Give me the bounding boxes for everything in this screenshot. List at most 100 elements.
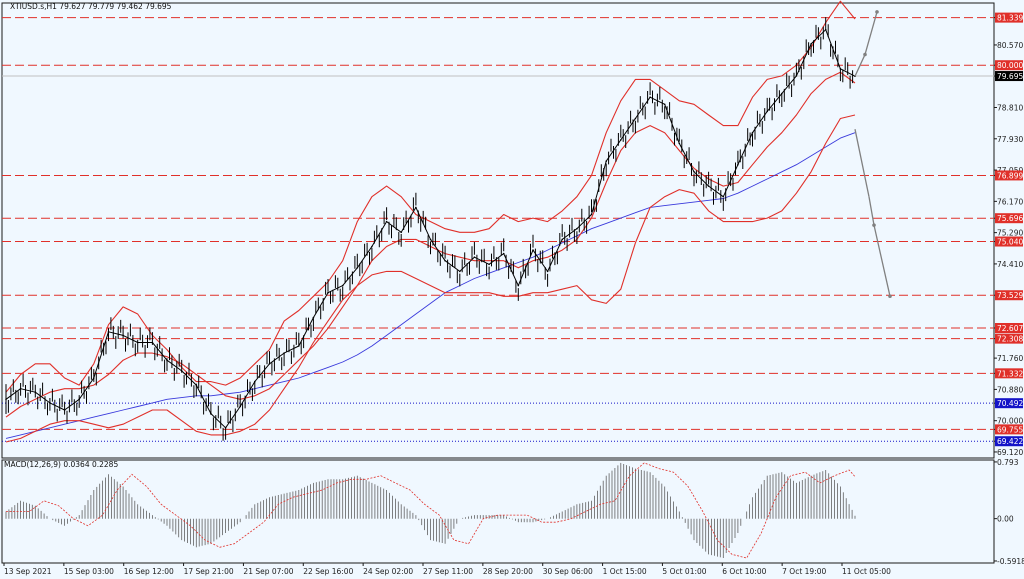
price-badge-label: 70.492: [997, 399, 1023, 408]
macd-tick-label: -0.5918: [997, 557, 1024, 566]
price-point: [546, 270, 549, 273]
price-point: [707, 185, 710, 187]
price-point: [254, 380, 256, 383]
price-point: [312, 316, 315, 319]
time-tick-label: 17 Sep 21:00: [184, 567, 234, 576]
projection-arrowhead: [888, 294, 892, 299]
price-badge-label: 75.040: [997, 238, 1023, 247]
time-tick-label: 15 Sep 03:00: [64, 567, 114, 576]
price-point: [795, 75, 798, 77]
time-tick-label: 21 Sep 07:00: [243, 567, 293, 576]
price-badge: [995, 170, 1023, 181]
price-point: [576, 227, 578, 230]
plot-background: [1, 2, 995, 564]
price-tick-label: 69.120: [997, 448, 1023, 457]
price-point: [400, 231, 403, 234]
macd-label: MACD(12,26,9) 0.0364 0.2285: [4, 460, 118, 469]
price-point: [532, 249, 534, 251]
price-badge-label: 72.607: [997, 324, 1023, 333]
time-tick-label: 13 Sep 2021: [4, 567, 52, 576]
price-point: [49, 402, 51, 404]
price-point: [751, 131, 754, 134]
price-tick-label: 71.760: [997, 354, 1023, 363]
time-tick-label: 27 Sep 11:00: [423, 567, 473, 576]
price-point: [429, 238, 432, 241]
price-badge: [995, 424, 1023, 435]
macd-tick-label: 0.00: [997, 515, 1014, 524]
price-point: [663, 103, 666, 106]
price-point: [824, 28, 827, 31]
price-point: [268, 363, 271, 365]
price-tick-label: 76.170: [997, 197, 1023, 206]
price-point: [136, 341, 139, 344]
price-point: [5, 398, 7, 401]
price-point: [502, 252, 505, 255]
price-point: [34, 391, 37, 394]
price-badge: [995, 213, 1023, 224]
price-point: [415, 206, 417, 209]
price-tick-label: 77.930: [997, 135, 1023, 144]
price-series: [5, 17, 856, 441]
price-point: [693, 171, 695, 173]
price-point: [678, 142, 681, 145]
price-point: [634, 117, 637, 120]
price-point: [766, 110, 768, 113]
macd-tick-label: 0.793: [997, 458, 1019, 467]
price-point: [93, 377, 95, 379]
projection-arrowhead: [863, 52, 867, 57]
price-point: [561, 238, 563, 241]
time-tick-label: 7 Oct 19:00: [782, 567, 826, 576]
price-point: [517, 284, 520, 287]
price-badge: [995, 60, 1023, 71]
projection-segment: [868, 196, 875, 226]
symbol-header: XTIUSD.s,H1 79.627 79.779 79.462 79.695: [10, 2, 172, 11]
price-point: [122, 334, 124, 337]
price-point: [19, 387, 22, 390]
macd-pane: [1, 459, 995, 564]
bb-upper-line: [5, 0, 856, 393]
price-badge-label: 71.332: [997, 369, 1023, 378]
macd-panel: [5, 462, 856, 559]
price-point: [151, 341, 154, 344]
price-badge: [995, 398, 1023, 409]
price-point: [283, 352, 285, 354]
projection-segment: [854, 54, 866, 77]
price-badge-label: 75.696: [997, 214, 1023, 223]
time-tick-label: 24 Sep 02:00: [363, 567, 413, 576]
price-point: [649, 96, 651, 98]
time-tick-label: 11 Oct 05:00: [842, 567, 891, 576]
projection-arrowhead: [872, 223, 876, 227]
time-tick-label: 22 Sep 16:00: [303, 567, 353, 576]
price-point: [356, 267, 359, 269]
macd-signal-line: [6, 462, 856, 559]
projection-segment: [864, 11, 878, 55]
price-point: [210, 412, 212, 415]
price-badge-label: 80.000: [997, 61, 1023, 70]
time-tick-label: 1 Oct 15:00: [603, 567, 647, 576]
time-tick-label: 5 Oct 01:00: [662, 567, 706, 576]
price-tick-label: 74.410: [997, 260, 1023, 269]
price-point: [371, 245, 373, 248]
price-pane: [1, 2, 995, 459]
price-point: [195, 384, 198, 386]
projection-segment: [873, 225, 891, 297]
price-badge: [995, 71, 1023, 82]
price-tick-label: 80.570: [997, 41, 1023, 50]
price-point: [63, 409, 66, 411]
price-point: [737, 163, 739, 166]
price-tick-label: 78.810: [997, 104, 1023, 113]
price-badge-label: 81.339: [997, 14, 1023, 23]
price-point: [459, 270, 461, 273]
price-badge-label: 79.695: [997, 72, 1023, 81]
price-badge-label: 72.308: [997, 335, 1023, 344]
time-tick-label: 6 Oct 10:00: [722, 567, 766, 576]
price-point: [810, 43, 812, 45]
price-badge-label: 76.899: [997, 171, 1023, 180]
price-point: [590, 213, 593, 216]
price-point: [107, 331, 110, 333]
price-tick-label: 70.000: [997, 417, 1023, 426]
price-point: [327, 291, 329, 294]
bb-lower-line: [5, 114, 856, 443]
